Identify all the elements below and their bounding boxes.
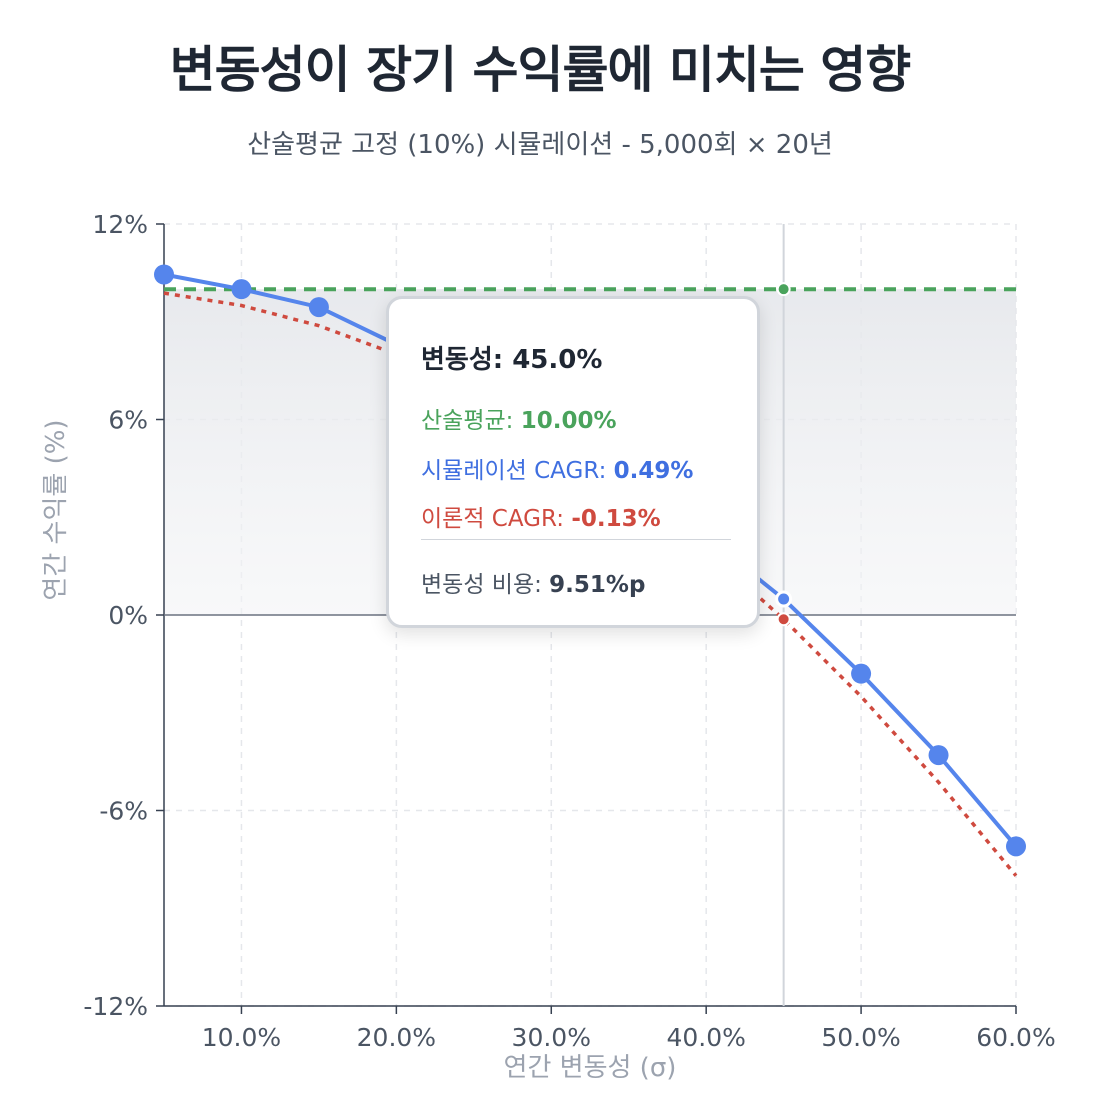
x-tick-label: 10.0% [202, 1023, 281, 1052]
tooltip-title: 변동성: 45.0% [421, 345, 603, 375]
sim-cagr-point [154, 264, 174, 285]
tooltip-arith-row: 산술평균: 10.00% [421, 401, 617, 435]
y-tick-label: -6% [99, 797, 148, 826]
tooltip-theo-value: -0.13% [571, 506, 661, 532]
chart-subtitle: 산술평균 고정 (10%) 시뮬레이션 - 5,000회 × 20년 [247, 130, 833, 160]
x-tick-label: 60.0% [976, 1023, 1055, 1052]
tooltip-arith-label: 산술평균: [421, 408, 521, 434]
tooltip-divider [421, 539, 731, 540]
hover-tooltip: 변동성: 45.0% 산술평균: 10.00% 시뮬레이션 CAGR: 0.49… [386, 296, 760, 628]
y-tick-label: -12% [83, 992, 148, 1021]
chart-title: 변동성이 장기 수익률에 미치는 영향 [169, 41, 912, 99]
y-tick-label: 0% [108, 601, 148, 630]
tooltip-theo-row: 이론적 CAGR: -0.13% [421, 499, 661, 533]
tooltip-arith-value: 10.00% [520, 408, 617, 434]
hover-point-sim [775, 590, 793, 608]
sim-cagr-point [1006, 836, 1026, 857]
tooltip-cost-value: 9.51%p [549, 572, 646, 598]
y-tick-label: 6% [108, 406, 148, 435]
y-axis-label: 연간 수익률 (%) [41, 419, 71, 600]
hover-point-theo [776, 612, 791, 627]
sim-cagr-point [308, 297, 329, 318]
tooltip-theo-label: 이론적 CAGR: [421, 506, 572, 532]
axes: 12% 6% 0% -6% -12% 10.0% 20.0% 30.0% 40.0% 50.0% 6… [83, 210, 1055, 1052]
tooltip-cost-row: 변동성 비용: 9.51%p [421, 565, 645, 599]
x-tick-label: 40.0% [666, 1023, 745, 1052]
tooltip-cost-label: 변동성 비용: [421, 572, 550, 598]
x-tick-label: 50.0% [821, 1023, 900, 1052]
tooltip-sim-value: 0.49% [613, 458, 694, 484]
sim-cagr-point [928, 745, 949, 766]
sim-cagr-point [231, 279, 252, 300]
tooltip-sim-row: 시뮬레이션 CAGR: 0.49% [421, 451, 693, 485]
tooltip-sim-label: 시뮬레이션 CAGR: [421, 458, 614, 484]
hover-point-arith [776, 282, 791, 297]
sim-cagr-point [851, 663, 872, 684]
x-tick-label: 30.0% [512, 1023, 591, 1052]
x-axis-label: 연간 변동성 (σ) [504, 1053, 677, 1083]
x-tick-label: 20.0% [357, 1023, 436, 1052]
y-tick-label: 12% [92, 210, 148, 239]
